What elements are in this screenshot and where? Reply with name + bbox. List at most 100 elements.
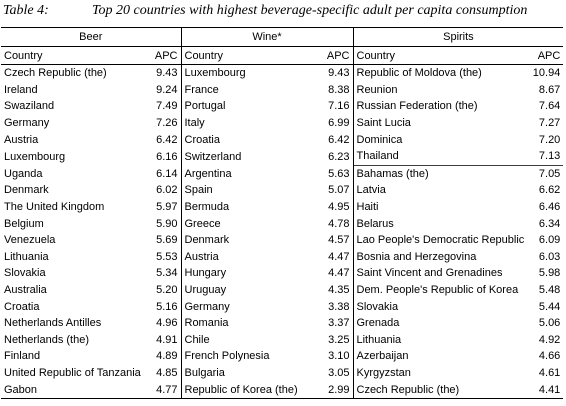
spirits-group-header: Spirits xyxy=(352,27,564,47)
spirits-apc-cell: 5.98 xyxy=(538,267,561,280)
wine-country-cell: Portugal xyxy=(180,98,316,115)
spirits-country-cell: Dem. People's Republic of Korea xyxy=(352,281,528,299)
beer-country-cell: Belgium xyxy=(4,217,44,230)
wine-apc-cell: 3.37 xyxy=(316,314,354,332)
table-row: Finland 4.89 French Polynesia 3.10 Azerbaija… xyxy=(1,348,563,365)
wine-apc-cell: 6.23 xyxy=(316,147,354,166)
wine-apc-cell: 5.07 xyxy=(316,182,354,199)
beer-country-cell: Slovakia xyxy=(4,267,46,280)
spirits-country-cell: Dominica xyxy=(352,131,528,148)
beer-apc-cell: 6.02 xyxy=(144,182,182,199)
spirits-apc-header: APC xyxy=(527,46,564,65)
table-row: United Republic of Tanzania 4.85 Bulgaria 3… xyxy=(1,364,563,382)
beer-apc-cell: 4.89 xyxy=(144,348,182,365)
table-row: Swaziland 7.49 Portugal 7.16 Russian Federat… xyxy=(1,98,563,115)
wine-country-cell: Spain xyxy=(180,182,316,199)
table-row: Netherlands (the) 4.91 Chile 3.25 Lithuania 4… xyxy=(1,331,563,349)
spirits-country-cell: Slovakia xyxy=(352,298,528,315)
beer-apc-header: APC xyxy=(144,46,182,65)
table-row: Czech Republic (the) 9.43 Luxembourg 9.43 Re… xyxy=(1,64,563,82)
wine-apc-cell: 2.99 xyxy=(316,381,354,399)
beer-apc-cell: 6.42 xyxy=(144,131,182,148)
spirits-country-cell: Bahamas (the) xyxy=(352,165,528,183)
spirits-apc-cell: 4.61 xyxy=(538,366,561,379)
spirits-apc-cell: 7.05 xyxy=(538,167,561,180)
beer-apc-cell: 4.91 xyxy=(144,331,182,349)
spirits-country-cell: Belarus xyxy=(352,215,528,232)
wine-apc-header: APC xyxy=(316,46,354,65)
spirits-country-cell: Lithuania xyxy=(352,331,528,349)
beer-apc-cell: 4.85 xyxy=(144,364,182,382)
beer-apc-cell: 6.14 xyxy=(144,165,182,183)
table-row: Venezuela 5.69 Denmark 4.57 Lao People's Dem… xyxy=(1,231,563,249)
wine-apc-cell: 6.99 xyxy=(316,114,354,132)
wine-apc-cell: 3.38 xyxy=(316,298,354,315)
spirits-apc-cell: 5.48 xyxy=(538,284,561,297)
table-row: Slovakia 5.34 Hungary 4.47 Saint Vincent and… xyxy=(1,265,563,282)
beer-country-cell: Venezuela xyxy=(4,234,56,247)
beer-apc-cell: 4.77 xyxy=(144,381,182,399)
spirits-apc-cell: 7.20 xyxy=(538,133,561,146)
wine-apc-cell: 4.78 xyxy=(316,215,354,232)
spirits-apc-cell: 6.09 xyxy=(538,234,561,247)
beer-apc-cell: 5.16 xyxy=(144,298,182,315)
beer-apc-cell: 5.97 xyxy=(144,198,182,216)
wine-country-cell: Uruguay xyxy=(180,281,316,299)
wine-country-cell: Chile xyxy=(180,331,316,349)
beer-apc-cell: 5.90 xyxy=(144,215,182,232)
beer-country-cell: Finland xyxy=(4,350,41,363)
wine-country-cell: Luxembourg xyxy=(180,64,316,82)
beer-apc-cell: 5.53 xyxy=(144,248,182,266)
wine-apc-cell: 7.16 xyxy=(316,98,354,115)
wine-country-cell: Austria xyxy=(180,248,316,266)
wine-country-cell: Romania xyxy=(180,314,316,332)
spirits-country-cell: Azerbaijan xyxy=(352,348,528,365)
spirits-country-cell: Kyrgyzstan xyxy=(352,364,528,382)
wine-country-cell: Italy xyxy=(180,114,316,132)
wine-country-cell: Croatia xyxy=(180,131,316,148)
wine-country-cell: Republic of Korea (the) xyxy=(180,381,316,399)
table-row: Netherlands Antilles 4.96 Romania 3.37 Grena… xyxy=(1,314,563,332)
spirits-apc-cell: 7.13 xyxy=(527,147,564,166)
beer-apc-cell: 6.16 xyxy=(144,147,182,166)
beer-country-cell: Netherlands Antilles xyxy=(4,317,102,330)
wine-apc-cell: 4.57 xyxy=(316,231,354,249)
spirits-apc-cell: 6.62 xyxy=(538,184,561,197)
spirits-apc-cell: 4.66 xyxy=(538,350,561,363)
wine-apc-cell: 3.05 xyxy=(316,364,354,382)
beer-apc-cell: 7.26 xyxy=(144,114,182,132)
beer-country-cell: Uganda xyxy=(4,167,43,180)
beer-country-cell: Lithuania xyxy=(4,250,49,263)
spirits-country-cell: Saint Vincent and Grenadines xyxy=(352,265,528,282)
beer-apc-cell: 9.43 xyxy=(144,64,182,82)
beer-country-cell: Netherlands (the) xyxy=(4,333,89,346)
spirits-apc-cell: 5.06 xyxy=(538,317,561,330)
beer-country-cell: Swaziland xyxy=(4,100,55,113)
spirits-country-cell: Saint Lucia xyxy=(352,114,528,132)
table-row: Croatia 5.16 Germany 3.38 Slovakia 5.44 xyxy=(1,298,563,315)
table-title: Top 20 countries with highest beverage-s… xyxy=(92,3,528,18)
table-row: Belgium 5.90 Greece 4.78 Belarus 6.34 xyxy=(1,215,563,232)
table-row: The United Kingdom 5.97 Bermuda 4.95 Haiti 6.… xyxy=(1,198,563,216)
beer-apc-cell: 7.49 xyxy=(144,98,182,115)
beer-apc-cell: 5.20 xyxy=(144,281,182,299)
wine-country-cell: French Polynesia xyxy=(180,348,316,365)
spirits-country-cell: Haiti xyxy=(352,198,528,216)
wine-country-cell: Bermuda xyxy=(180,198,316,216)
wine-apc-cell: 4.47 xyxy=(316,248,354,266)
table-row: Australia 5.20 Uruguay 4.35 Dem. People's Re… xyxy=(1,281,563,299)
beer-country-cell: United Republic of Tanzania xyxy=(4,366,141,379)
beer-apc-cell: 5.69 xyxy=(144,231,182,249)
table-row: Lithuania 5.53 Austria 4.47 Bosnia and Herze… xyxy=(1,248,563,266)
beer-country-cell: Gabon xyxy=(1,381,144,399)
spirits-apc-cell: 7.27 xyxy=(538,117,561,130)
spirits-apc-cell: 4.41 xyxy=(527,381,564,399)
spirits-apc-cell: 8.67 xyxy=(538,83,561,96)
wine-apc-cell: 8.38 xyxy=(316,81,354,99)
wine-apc-cell: 4.95 xyxy=(316,198,354,216)
wine-country-cell: France xyxy=(180,81,316,99)
spirits-apc-cell: 6.46 xyxy=(538,201,561,214)
wine-apc-cell: 3.10 xyxy=(316,348,354,365)
wine-country-cell: Hungary xyxy=(180,265,316,282)
column-header-row: Country APC Country APC Country APC xyxy=(1,46,564,65)
